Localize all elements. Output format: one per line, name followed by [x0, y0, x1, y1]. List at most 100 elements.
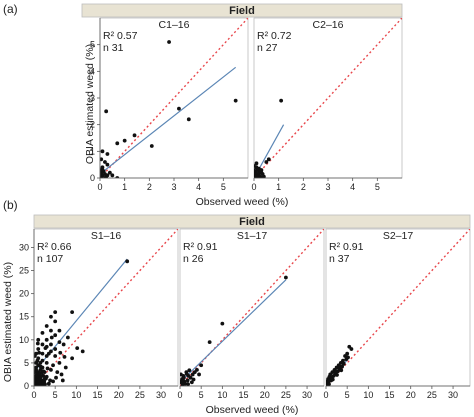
chart-b-panel-1-point — [53, 347, 58, 351]
chart-b-panel-3-point — [349, 347, 354, 351]
chart-b-panel-1-point — [40, 330, 45, 335]
chart-a-y-axis-title: OBIA estimated weed (%) — [84, 44, 96, 164]
chart-a-panels: C1–16 R² 0.57n 31 0 1 2 3 4 5 0 1 2 3 4 5 C2–16 R² 0.72… — [90, 17, 403, 192]
chart-b-panel-1-point — [62, 355, 67, 359]
chart-b-panel-2-n-label: n 26 — [183, 253, 204, 265]
chart-b-panel-1-point — [35, 341, 40, 346]
chart-b-panel-1-point — [45, 366, 50, 371]
chart-b-panel-1-point — [70, 356, 75, 361]
subfigure-a-label: (a) — [3, 2, 18, 16]
chart-b-panel-1-point — [48, 378, 52, 383]
chart-b-panel-3-identity-line — [326, 229, 470, 386]
chart-b-field-title: Field — [239, 216, 265, 228]
chart-b-panel-1-point — [44, 337, 49, 342]
chart-a-panel-1-x-tick-label: 0 — [97, 182, 102, 192]
chart-b-panel-1-point — [53, 354, 58, 358]
chart-b-panel-1-point — [125, 259, 130, 264]
chart-a-panel-1-point — [105, 152, 110, 156]
chart-a-panel-2-title: C2–16 — [313, 19, 344, 31]
chart-b-panel-3-point — [346, 355, 350, 360]
chart-b-panel-3-point — [341, 361, 346, 366]
chart-b-panel-1-point — [53, 333, 58, 338]
chart-a-panel-1-point — [100, 149, 105, 154]
chart-a-panel-1-point — [100, 168, 105, 172]
chart-a-panel-1-point — [186, 117, 191, 122]
chart-b-panel-1-point — [44, 324, 49, 328]
chart-b-panel-2-identity-line — [180, 229, 324, 386]
chart-b-panel-1-point — [44, 361, 49, 365]
chart-b-panel-1-point — [80, 349, 85, 354]
chart-a-panel-2-point — [279, 98, 284, 103]
chart-b-panel-2-point — [188, 375, 193, 380]
chart-b-panel-2-point — [186, 382, 190, 386]
chart-a-panel-1-point — [100, 165, 105, 170]
chart-b: Field S1–16 R² 0.66n 107 0 5 10 15 20 25 30 0 5 10 1… — [2, 214, 471, 416]
chart-a-panel-1-y-tick-label: 3 — [90, 93, 95, 103]
chart-b-panel-1-point — [43, 346, 48, 351]
chart-b-panel-1-x-tick-label: 25 — [135, 390, 145, 400]
chart-b-panel-2-x-tick-label: 20 — [260, 390, 270, 400]
chart-a-panel-2-point — [258, 169, 263, 174]
chart-a-panel-1-point — [149, 144, 154, 148]
chart-b-panel-1-y-tick-label: 20 — [19, 289, 29, 299]
chart-b-panel-1-point — [63, 365, 68, 370]
chart-b-panel-2-r2-label: R² 0.91 — [183, 241, 218, 253]
chart-b-panel-1-point — [58, 350, 63, 355]
chart-a-panel-1-point — [177, 106, 181, 111]
chart-a-x-axis-title: Observed weed (%) — [196, 196, 289, 208]
chart-b-panel-1-point — [57, 340, 62, 345]
chart-b-panel-3-point — [326, 383, 329, 386]
chart-a-panel-1-point — [105, 162, 110, 167]
chart-a-panel-1-point — [132, 133, 137, 138]
chart-b-panel-1-point — [75, 346, 80, 351]
chart-b-panel-1-point — [36, 337, 41, 342]
chart-b-panel-2-point — [189, 380, 194, 385]
chart-b-panel-1-point — [51, 363, 55, 368]
chart-b-panel-3-x-tick-label: 30 — [448, 390, 458, 400]
chart-b-panel-1-point — [53, 310, 58, 315]
chart-b-panel-2-point — [192, 370, 197, 375]
chart-b-panel-2-point — [191, 377, 196, 382]
chart-b-panel-1-y-tick-label: 30 — [19, 242, 29, 252]
chart-b-panel-2-x-tick-label: 5 — [199, 390, 204, 400]
chart-a-panel-2-n-label: n 27 — [257, 42, 278, 54]
chart-a-panel-1-y-tick-label: 4 — [90, 66, 95, 76]
chart-a-panel-2-point — [254, 161, 259, 166]
chart-b-panel-2-point — [199, 363, 204, 368]
chart-b-panel-1-y-tick-label: 5 — [24, 358, 29, 368]
chart-a-field-strip — [81, 3, 403, 18]
chart-a-panel-1-point — [110, 173, 115, 178]
chart-b-panel-1-point — [38, 364, 43, 369]
chart-b-panel-3-x-tick-label: 15 — [385, 390, 395, 400]
chart-b-panel-3-n-label: n 37 — [329, 253, 350, 265]
chart-b-panel-2-fit-line — [180, 279, 287, 383]
chart-a-panel-1-point — [100, 157, 104, 162]
chart-a-panel-1-y-tick-label: 2 — [90, 120, 95, 130]
chart-b-panel-3-point — [343, 354, 347, 358]
chart-b-panel-1-point — [46, 351, 51, 356]
chart-b-panel-3-x-tick-label: 10 — [363, 390, 373, 400]
chart-b-panel-2-title: S1–17 — [237, 230, 268, 242]
chart-b-panel-1-point — [36, 347, 41, 351]
chart-a-panel-2-x-tick-label: 3 — [325, 182, 330, 192]
chart-b-panel-2-point — [184, 372, 189, 376]
chart-a-panel-2-x-tick-label: 5 — [375, 182, 380, 192]
chart-b-panel-1-point — [40, 342, 45, 347]
chart-b-panel-1-point — [61, 342, 66, 347]
chart-a-panel-1-frame — [99, 17, 249, 179]
chart-b-panel-1-plot-area — [34, 229, 178, 386]
chart-b-panel-2: S1–17 R² 0.91n 26 0 5 10 15 20 25 30 — [177, 228, 325, 400]
chart-b-panel-1-y-tick-label: 25 — [19, 266, 29, 276]
chart-b-panel-3-point — [338, 364, 343, 369]
chart-b-panel-1-point — [70, 310, 75, 315]
chart-b-panel-1-point — [36, 384, 41, 386]
chart-a-panel-2-r2-label: R² 0.72 — [257, 30, 292, 42]
chart-a-panel-1-point — [100, 176, 102, 178]
chart-b-panel-3-r2-label: R² 0.91 — [329, 241, 364, 253]
chart-b-panel-1-point — [54, 375, 58, 380]
chart-a-panel-1-point — [107, 170, 112, 175]
chart-b-panel-3-point — [335, 373, 339, 377]
chart-b-panel-2-point — [220, 321, 225, 326]
chart-b-panel-2-plot-area — [180, 229, 324, 386]
chart-a-panel-2-point — [254, 174, 259, 178]
